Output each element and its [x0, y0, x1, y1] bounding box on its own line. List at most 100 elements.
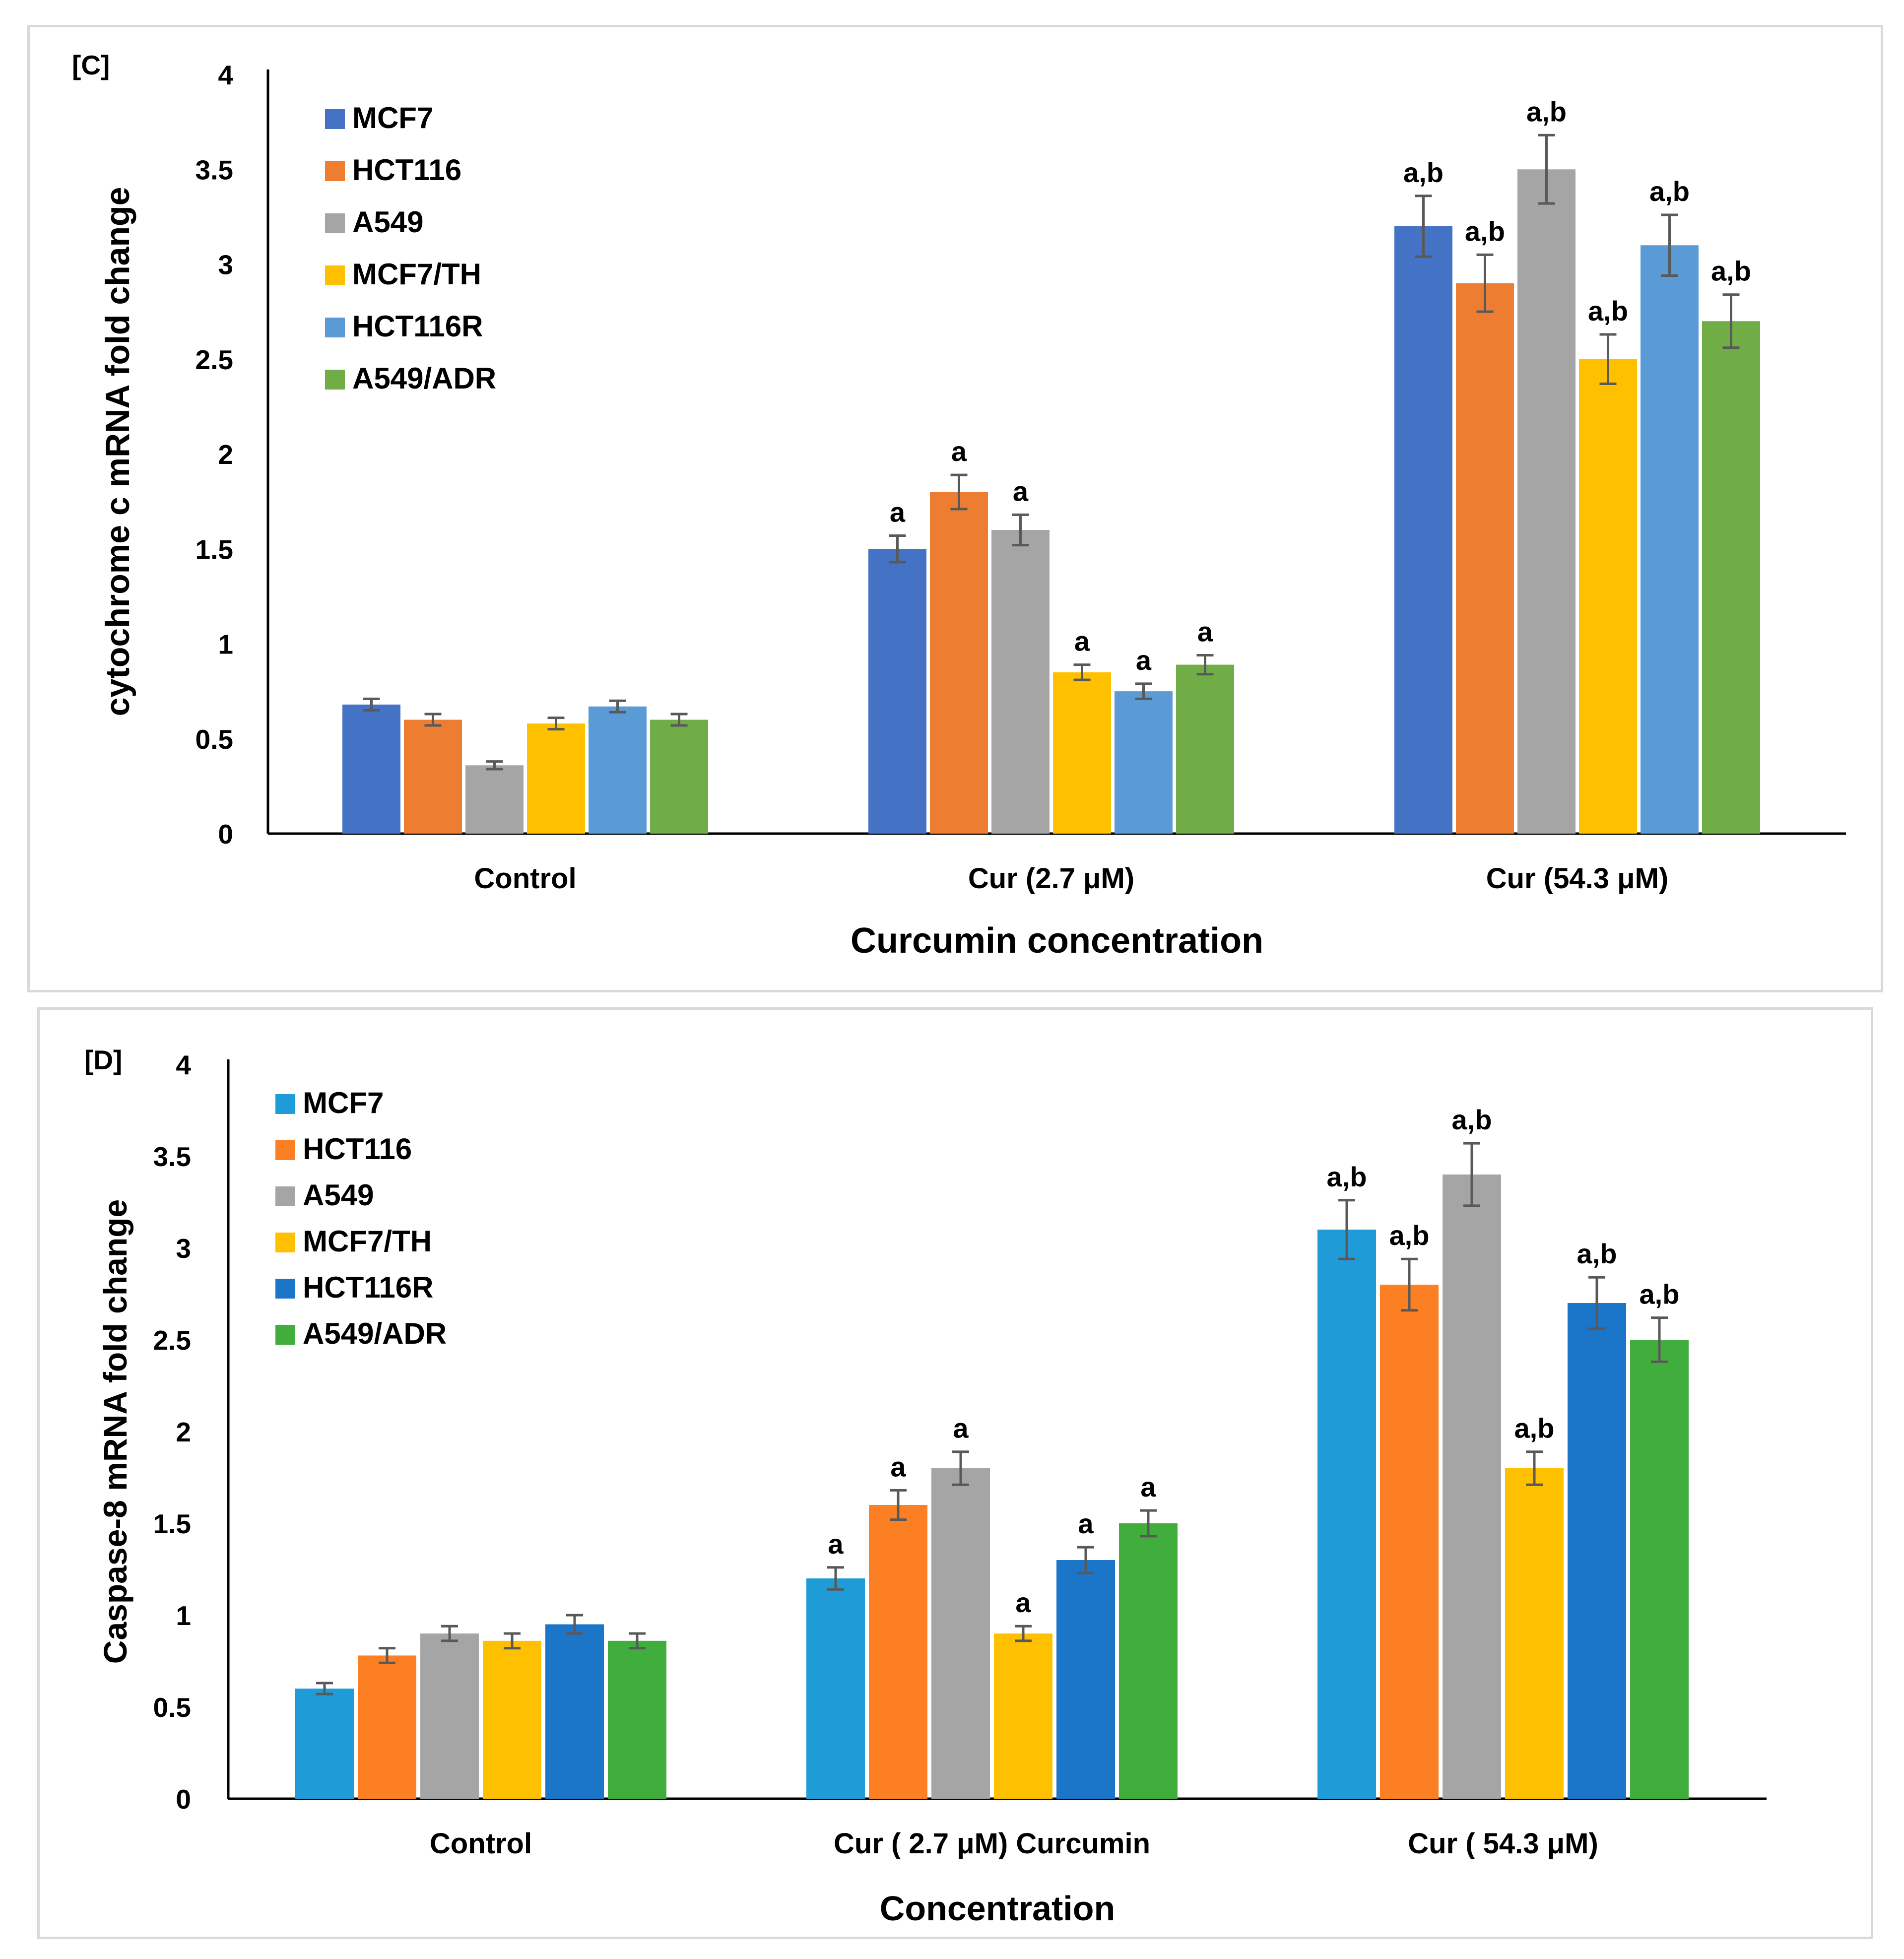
significance-label: a,b [1588, 295, 1628, 326]
bar-a549-0 [465, 765, 524, 834]
significance-label: a [890, 1451, 906, 1482]
y-tick-label: 4 [218, 60, 233, 90]
x-category-label: Control [474, 862, 576, 895]
y-tick-label: 3 [218, 250, 233, 280]
legend-label: MCF7 [352, 101, 433, 134]
bar-a549-1 [931, 1468, 990, 1799]
significance-label: a [951, 436, 967, 467]
legend-swatch-hct116r [275, 1279, 295, 1299]
significance-label: a,b [1327, 1161, 1367, 1192]
y-axis-title: cytochrome c mRNA fold change [99, 187, 136, 717]
x-axis-title: Curcumin concentration [851, 921, 1263, 961]
legend-swatch-hct116r [325, 318, 345, 337]
bar-hct116r-2 [1568, 1303, 1626, 1799]
y-tick-label: 1 [218, 629, 233, 660]
bar-hct116r-1 [1115, 691, 1173, 834]
y-tick-label: 0.5 [196, 724, 233, 755]
bar-mcf7-th-2 [1505, 1468, 1564, 1799]
legend-swatch-a549 [325, 213, 345, 233]
legend-swatch-mcf7 [275, 1094, 295, 1114]
bar-mcf7-th-2 [1579, 359, 1637, 834]
legend-swatch-mcf7-th [325, 265, 345, 285]
significance-label: a [828, 1528, 844, 1560]
bar-mcf7-1 [868, 549, 926, 834]
x-category-label: Control [430, 1828, 532, 1860]
bar-mcf7-th-0 [483, 1640, 541, 1799]
significance-label: a,b [1577, 1238, 1617, 1269]
legend-label: MCF7 [303, 1086, 384, 1119]
y-tick-label: 4 [176, 1049, 191, 1080]
legend-label: A549 [303, 1178, 374, 1212]
significance-label: a,b [1465, 215, 1505, 247]
bar-hct116r-0 [545, 1624, 604, 1799]
chart-d-svg: [D] 0 0.5 1 1.5 2 2.5 3 3.5 4 Control a a a a a a Cur ( 2… [84, 1045, 1767, 1928]
chart-panel-d: [D] 0 0.5 1 1.5 2 2.5 3 3.5 4 Control a a a a a a Cur ( 2… [37, 1007, 1873, 1939]
y-tick-label: 0 [218, 819, 233, 849]
y-tick-label: 2.5 [196, 344, 233, 375]
legend-label: HCT116 [352, 153, 461, 187]
significance-label: a,b [1403, 157, 1444, 188]
legend-label: A549/ADR [352, 362, 496, 395]
y-tick-label: 1 [176, 1600, 191, 1631]
legend-label: A549 [352, 205, 423, 239]
bar-a549-adr-0 [608, 1640, 666, 1799]
significance-label: a [1197, 616, 1213, 647]
bar-mcf7-th-1 [994, 1633, 1052, 1799]
y-tick-label: 3 [176, 1233, 191, 1264]
y-tick-label: 2 [176, 1417, 191, 1447]
y-tick-label: 3.5 [196, 154, 233, 185]
x-category-label: Cur ( 2.7 μM) Curcumin [834, 1828, 1150, 1860]
bar-hct116-2 [1456, 283, 1514, 834]
legend-swatch-hct116 [325, 161, 345, 181]
legend-label: MCF7/TH [352, 258, 481, 291]
y-tick-label: 0 [176, 1784, 191, 1815]
y-tick-label: 3.5 [153, 1141, 191, 1172]
y-tick-label: 0.5 [153, 1692, 191, 1723]
bar-mcf7-th-1 [1053, 672, 1111, 834]
bar-mcf7-th-0 [527, 723, 585, 834]
bar-hct116r-2 [1641, 245, 1699, 834]
significance-label: a,b [1514, 1413, 1555, 1444]
significance-label: a,b [1711, 256, 1751, 287]
bar-a549-1 [991, 530, 1050, 834]
bar-hct116-2 [1380, 1285, 1439, 1799]
chart-c-svg: [C] 0 0.5 1 1.5 2 2.5 3 3.5 4 Control a a a a a a Cur (2.… [72, 50, 1846, 961]
bar-a549-2 [1517, 169, 1576, 834]
bar-hct116-1 [930, 492, 988, 834]
y-tick-label: 2.5 [153, 1325, 191, 1356]
significance-label: a [1078, 1508, 1094, 1539]
legend-label: HCT116R [303, 1271, 433, 1304]
panel-label: [C] [72, 50, 110, 80]
x-category-label: Cur (54.3 μM) [1486, 862, 1668, 895]
bar-a549-adr-2 [1630, 1340, 1689, 1799]
y-tick-label: 1.5 [153, 1508, 191, 1539]
significance-label: a,b [1640, 1279, 1680, 1310]
bar-hct116-1 [869, 1505, 927, 1799]
legend-swatch-mcf7 [325, 109, 345, 129]
bar-mcf7-0 [342, 704, 400, 834]
bar-a549-adr-0 [650, 719, 708, 834]
legend-swatch-a549-adr [325, 370, 345, 390]
bar-hct116r-0 [589, 706, 647, 834]
bar-a549-2 [1443, 1175, 1501, 1799]
significance-label: a [890, 496, 906, 527]
x-axis-title: Concentration [880, 1889, 1115, 1928]
x-category-label: Cur (2.7 μM) [968, 862, 1134, 895]
bar-hct116r-1 [1056, 1560, 1115, 1799]
significance-label: a,b [1649, 176, 1690, 207]
legend-swatch-hct116 [275, 1140, 295, 1160]
bar-mcf7-2 [1317, 1230, 1376, 1799]
significance-label: a [1074, 626, 1090, 657]
y-tick-label: 1.5 [196, 534, 233, 565]
bar-hct116-0 [404, 719, 462, 834]
legend-label: A549/ADR [303, 1317, 447, 1350]
legend-label: HCT116 [303, 1132, 412, 1166]
significance-label: a [1140, 1471, 1156, 1502]
bar-mcf7-2 [1394, 226, 1452, 834]
chart-panel-c: [C] 0 0.5 1 1.5 2 2.5 3 3.5 4 Control a a a a a a Cur (2.… [27, 25, 1883, 992]
legend-label: MCF7/TH [303, 1225, 432, 1258]
bar-a549-adr-2 [1702, 321, 1760, 834]
bar-hct116-0 [358, 1655, 416, 1799]
significance-label: a,b [1389, 1220, 1430, 1251]
bar-a549-adr-1 [1119, 1523, 1178, 1799]
